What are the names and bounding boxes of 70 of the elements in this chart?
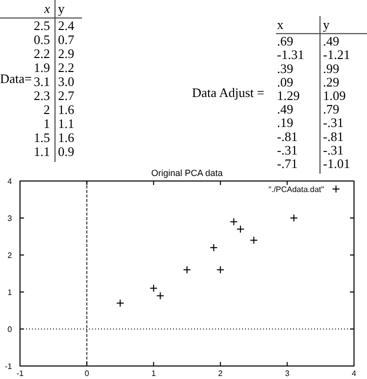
y-tick-label: 1 <box>8 288 13 297</box>
text: 0.5 <box>34 32 50 47</box>
text: 3.1 <box>34 74 50 89</box>
point <box>230 218 238 226</box>
x-tick-label: 4 <box>352 369 357 378</box>
y-tick-label: 2 <box>8 251 13 260</box>
x-tick-label: 0 <box>84 369 90 378</box>
text: 1.1 <box>34 144 50 159</box>
text: 2.7 <box>58 88 75 103</box>
text: -.81 <box>323 128 344 144</box>
text: Data Adjust = <box>192 84 264 100</box>
text: -1.21 <box>323 47 350 62</box>
text: 3.0 <box>58 74 74 89</box>
text: x <box>277 17 284 32</box>
point <box>290 214 298 222</box>
text: 1.6 <box>58 102 75 117</box>
text: y <box>58 1 65 16</box>
point <box>250 236 258 244</box>
y-tick-label: 3 <box>8 214 13 223</box>
text: 2.2 <box>58 60 74 75</box>
text: 0.7 <box>58 32 75 47</box>
text: 1.6 <box>58 130 75 145</box>
text: 1.1 <box>58 116 74 131</box>
text: -.71 <box>277 156 298 171</box>
text: 1.09 <box>323 88 346 103</box>
text: -1.31 <box>277 47 304 62</box>
text: 2 <box>44 102 50 117</box>
text: 2.4 <box>58 18 75 33</box>
text: 1 <box>44 116 50 131</box>
text: 2.5 <box>34 18 50 33</box>
text: .19 <box>277 115 294 130</box>
x-tick-label: -1 <box>16 369 24 378</box>
text: .39 <box>277 60 294 76</box>
text: 1.29 <box>277 88 300 103</box>
text: y <box>323 17 330 32</box>
text: 2.9 <box>58 46 74 61</box>
text: 2.2 <box>34 46 50 61</box>
text: -1.01 <box>323 156 350 171</box>
text: 1.5 <box>34 130 50 145</box>
text: 1.9 <box>34 60 50 75</box>
point <box>116 299 124 308</box>
x-tick-label: 1 <box>151 369 156 378</box>
text: 2.3 <box>34 88 50 103</box>
text: .69 <box>277 34 294 49</box>
text: .29 <box>323 74 340 90</box>
point <box>150 284 158 292</box>
y-tick-label: 4 <box>8 177 13 186</box>
y-tick-label: -1 <box>4 362 13 371</box>
text: .49 <box>323 34 340 49</box>
text: -.31 <box>323 142 344 158</box>
text: -.31 <box>323 115 344 130</box>
text: Data= <box>0 71 32 86</box>
text: -.81 <box>277 128 298 144</box>
point <box>210 244 218 252</box>
text: .09 <box>277 74 294 90</box>
point <box>236 225 244 234</box>
text: -.31 <box>277 142 298 158</box>
text: .99 <box>323 60 340 76</box>
point <box>183 266 191 274</box>
x-tick-label: 3 <box>284 369 290 378</box>
text: .49 <box>277 102 294 117</box>
x-tick-label: 2 <box>218 369 224 378</box>
point <box>216 266 224 274</box>
y-tick-label: 0 <box>8 325 13 334</box>
legend-label: "./PCAdata.dat" <box>268 185 324 194</box>
text: x <box>43 1 50 16</box>
text: .79 <box>323 102 340 117</box>
chart-title: Original PCA data <box>151 168 223 178</box>
text: 0.9 <box>58 144 74 159</box>
point <box>156 292 164 300</box>
